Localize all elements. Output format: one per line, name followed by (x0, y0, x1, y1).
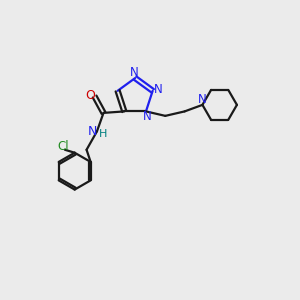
Text: N: N (143, 110, 152, 123)
Text: N: N (88, 125, 97, 138)
Text: N: N (130, 66, 139, 79)
Text: O: O (85, 89, 95, 103)
Text: Cl: Cl (57, 140, 69, 153)
Text: H: H (99, 129, 108, 139)
Text: N: N (154, 83, 162, 96)
Text: N: N (197, 93, 206, 106)
